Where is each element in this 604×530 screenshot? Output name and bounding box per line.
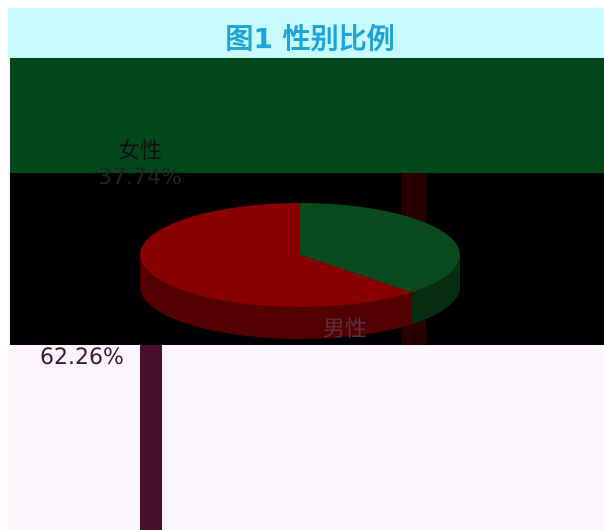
glitch-block — [10, 58, 604, 173]
glitch-bar — [140, 345, 162, 530]
value-label: 62.26% — [40, 345, 124, 370]
pie — [140, 203, 461, 340]
pie-slice-side — [411, 255, 460, 325]
pie-slice — [140, 203, 412, 307]
chart-title: 图1 性别比例 — [225, 22, 394, 55]
slice-label: 女性 — [118, 139, 162, 164]
pie-slice-side — [140, 255, 412, 340]
value-label: 37.74% — [98, 165, 182, 190]
pie-slice — [300, 203, 461, 293]
slice-label: 男性 — [323, 317, 367, 342]
title-band — [8, 8, 604, 58]
